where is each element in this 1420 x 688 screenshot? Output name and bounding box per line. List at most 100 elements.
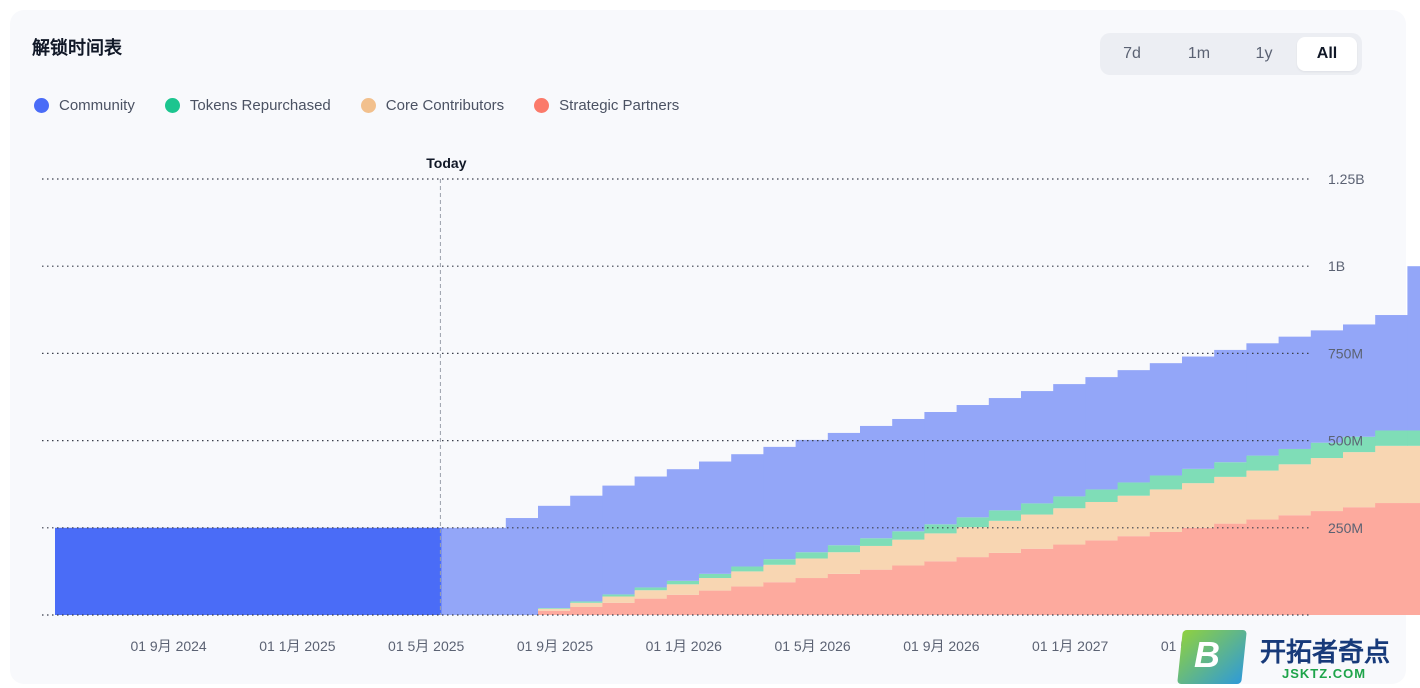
legend-item-community[interactable]: Community [34,97,135,114]
y-tick-label: 500M [1328,433,1363,449]
area-step-strategic-partners-24 [827,573,861,615]
area-step-strategic-partners-20 [699,590,732,615]
area-step-community-0 [55,527,88,615]
legend-dot-core-contributors [360,98,376,113]
area-step-community-21 [731,454,764,567]
area-step-tokens-repurchased-38 [1278,448,1312,465]
area-step-community-31 [1053,384,1086,497]
area-step-tokens-repurchased-31 [1053,496,1086,509]
area-step-strategic-partners-37 [1246,519,1280,615]
area-step-tokens-repurchased-21 [731,566,764,572]
time-range-selector: 7d 1m 1y All [1100,33,1362,75]
area-step-community-35 [1182,356,1215,469]
range-7d-button[interactable]: 7d [1123,45,1141,62]
area-step-strategic-partners-29 [988,552,1022,615]
area-step-core-contributors-24 [827,552,861,574]
area-step-tokens-repurchased-27 [924,524,958,534]
area-step-community-22 [763,446,797,560]
area-step-core-contributors-34 [1149,489,1183,532]
area-step-community-40 [1343,324,1376,437]
area-step-strategic-partners-23 [795,578,829,615]
legend-dot-strategic-partners [534,98,550,113]
area-step-tokens-repurchased-18 [634,587,668,591]
legend-label-tokens-repurchased: Tokens Repurchased [189,97,331,114]
area-step-community-23 [795,439,829,553]
area-step-tokens-repurchased-16 [570,601,603,603]
area-step-core-contributors-30 [1021,514,1054,549]
area-step-community-16 [570,495,603,602]
area-step-strategic-partners-41 [1375,503,1408,615]
area-step-community-27 [924,411,958,525]
legend-dot-community [34,98,49,113]
area-step-community-32 [1085,377,1119,490]
y-tick-label: 250M [1328,520,1363,536]
area-step-core-contributors-22 [763,564,797,583]
area-step-strategic-partners-21 [731,586,764,615]
area-step-core-contributors-28 [956,527,990,558]
area-step-strategic-partners-31 [1053,544,1086,615]
x-tick-label: 01 9月 2025 [517,638,593,654]
y-tick-label: 1B [1328,258,1345,274]
area-step-strategic-partners-35 [1182,527,1215,615]
area-step-strategic-partners-19 [666,594,700,615]
range-1y-button[interactable]: 1y [1255,45,1273,62]
area-step-community-2 [119,527,153,615]
area-step-tokens-repurchased-35 [1182,468,1215,484]
area-step-community-14 [505,518,539,615]
legend-item-tokens-repurchased[interactable]: Tokens Repurchased [164,97,331,114]
area-step-community-19 [666,469,700,581]
area-step-strategic-partners-34 [1149,531,1183,615]
area-step-strategic-partners-18 [634,598,668,615]
area-step-tokens-repurchased-25 [860,538,893,546]
watermark-logo: B 开拓者奇点 JSKTZ.COM [1177,628,1416,684]
area-step-strategic-partners-17 [602,602,636,615]
x-tick-label: 01 1月 2027 [1032,638,1108,654]
area-step-core-contributors-15 [538,608,571,611]
area-step-community-1 [87,527,120,615]
area-step-core-contributors-35 [1182,483,1215,528]
area-step-strategic-partners-36 [1214,523,1247,615]
legend-item-strategic-partners[interactable]: Strategic Partners [534,97,679,114]
area-step-tokens-repurchased-40 [1343,436,1376,453]
area-step-tokens-repurchased-30 [1021,503,1054,515]
area-step-community-15 [538,505,571,609]
area-step-tokens-repurchased-17 [602,594,636,597]
area-step-community-42 [1407,266,1420,431]
watermark-url: JSKTZ.COM [1282,666,1367,681]
area-step-core-contributors-39 [1310,458,1344,512]
area-step-core-contributors-41 [1375,445,1408,504]
area-step-community-17 [602,485,636,595]
area-step-community-36 [1214,349,1247,463]
area-step-core-contributors-36 [1214,476,1247,524]
area-step-core-contributors-29 [988,520,1022,553]
area-step-core-contributors-18 [634,590,668,599]
y-tick-label: 1.25B [1328,171,1365,187]
area-step-community-24 [827,432,861,546]
legend-label-core-contributors: Core Contributors [385,97,505,114]
x-tick-label: 01 9月 2024 [130,638,206,654]
range-1m-button[interactable]: 1m [1187,45,1211,62]
area-step-community-18 [634,476,668,588]
x-tick-label: 01 1月 2025 [259,638,335,654]
x-tick-label: 01 5月 2026 [774,638,850,654]
area-step-tokens-repurchased-41 [1375,430,1408,446]
area-step-strategic-partners-40 [1343,507,1376,615]
area-step-strategic-partners-15 [538,610,571,615]
legend-item-core-contributors[interactable]: Core Contributors [360,97,505,114]
area-step-core-contributors-23 [795,558,829,579]
legend-label-strategic-partners: Strategic Partners [559,97,680,114]
area-step-core-contributors-19 [666,584,700,595]
range-all-button[interactable]: All [1297,37,1357,71]
area-step-core-contributors-32 [1085,501,1119,541]
chart-title: 解锁时间表 [32,38,122,58]
area-step-community-30 [1021,391,1054,504]
area-step-tokens-repurchased-26 [892,531,925,540]
area-step-community-25 [860,425,893,539]
area-step-tokens-repurchased-33 [1117,482,1151,496]
y-tick-label: 750M [1328,345,1363,361]
area-step-tokens-repurchased-42 [1407,430,1420,446]
area-step-strategic-partners-26 [892,565,925,615]
area-step-community-26 [892,418,925,532]
area-step-core-contributors-42 [1407,445,1420,504]
